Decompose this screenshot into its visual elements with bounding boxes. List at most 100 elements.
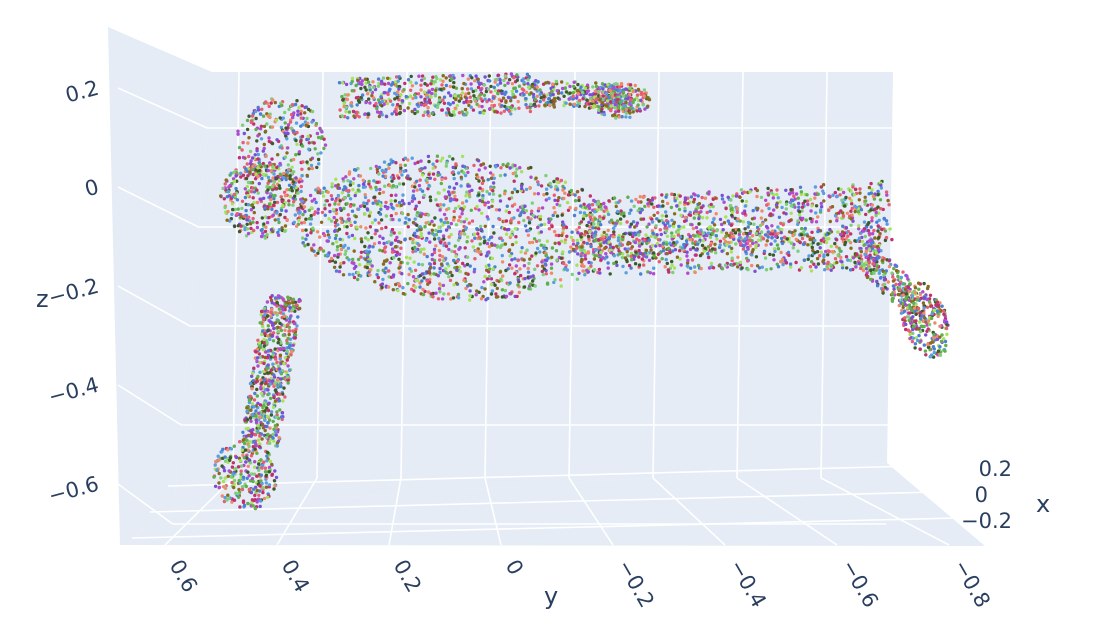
point xyxy=(390,247,395,251)
point xyxy=(454,223,459,227)
point xyxy=(578,210,583,215)
point xyxy=(347,110,352,114)
point xyxy=(528,186,532,190)
point xyxy=(805,193,809,197)
point xyxy=(343,243,347,248)
point xyxy=(487,250,491,254)
point xyxy=(510,258,514,262)
point xyxy=(445,208,449,212)
point xyxy=(540,260,544,264)
point xyxy=(571,94,575,98)
point xyxy=(476,159,481,163)
point xyxy=(529,102,533,107)
point xyxy=(464,217,469,221)
point xyxy=(419,247,424,252)
point xyxy=(545,239,550,243)
point xyxy=(341,177,345,181)
point xyxy=(819,205,824,209)
point xyxy=(406,174,410,178)
point xyxy=(488,107,492,111)
point xyxy=(560,91,564,95)
point xyxy=(547,97,551,101)
point xyxy=(609,104,613,108)
point xyxy=(309,206,314,210)
point xyxy=(707,192,711,196)
point xyxy=(537,238,542,243)
point xyxy=(312,197,317,201)
point xyxy=(525,105,529,110)
point xyxy=(449,297,453,301)
point xyxy=(234,174,238,178)
point xyxy=(467,100,471,104)
point xyxy=(590,93,594,97)
point xyxy=(277,307,282,311)
point xyxy=(870,188,874,192)
point xyxy=(741,232,746,236)
point xyxy=(775,188,779,192)
point xyxy=(433,216,437,220)
point xyxy=(385,206,390,211)
point xyxy=(262,460,266,464)
point xyxy=(606,212,611,217)
point xyxy=(252,398,257,402)
point xyxy=(226,493,230,497)
point xyxy=(555,89,559,93)
point xyxy=(559,178,564,183)
point xyxy=(335,245,340,249)
point xyxy=(621,107,626,111)
point xyxy=(503,288,508,293)
point xyxy=(373,232,377,236)
point xyxy=(426,213,431,217)
point xyxy=(489,292,494,296)
point xyxy=(416,278,420,283)
point xyxy=(597,108,601,113)
point xyxy=(472,94,476,98)
point xyxy=(271,213,275,217)
point xyxy=(256,134,260,138)
point xyxy=(612,226,616,230)
point xyxy=(263,164,267,168)
point xyxy=(258,345,263,349)
point xyxy=(326,229,330,234)
point xyxy=(293,102,298,107)
point xyxy=(583,233,587,237)
point xyxy=(459,232,463,236)
point xyxy=(394,211,398,216)
point xyxy=(477,179,481,183)
point xyxy=(618,217,623,221)
point xyxy=(750,234,755,238)
point xyxy=(390,205,394,210)
point xyxy=(244,176,249,181)
point xyxy=(544,173,548,178)
point xyxy=(359,86,363,91)
point xyxy=(510,89,514,94)
point xyxy=(433,80,437,84)
point xyxy=(557,233,561,238)
point xyxy=(816,229,820,234)
point xyxy=(278,172,282,176)
point xyxy=(300,144,305,148)
point xyxy=(254,350,258,354)
point xyxy=(288,320,292,324)
point xyxy=(641,103,645,107)
point xyxy=(247,114,251,118)
point xyxy=(510,230,514,234)
point xyxy=(423,82,427,86)
point xyxy=(884,190,889,194)
point xyxy=(255,188,259,192)
point xyxy=(588,215,593,219)
point xyxy=(523,224,528,228)
point xyxy=(689,195,694,199)
point xyxy=(354,264,358,269)
point xyxy=(260,381,264,385)
point xyxy=(335,218,339,222)
point xyxy=(263,428,267,433)
point xyxy=(870,203,875,207)
point xyxy=(810,230,814,234)
point xyxy=(439,159,443,163)
point xyxy=(414,234,418,239)
point xyxy=(432,233,436,237)
point xyxy=(247,398,252,402)
point xyxy=(507,248,512,252)
